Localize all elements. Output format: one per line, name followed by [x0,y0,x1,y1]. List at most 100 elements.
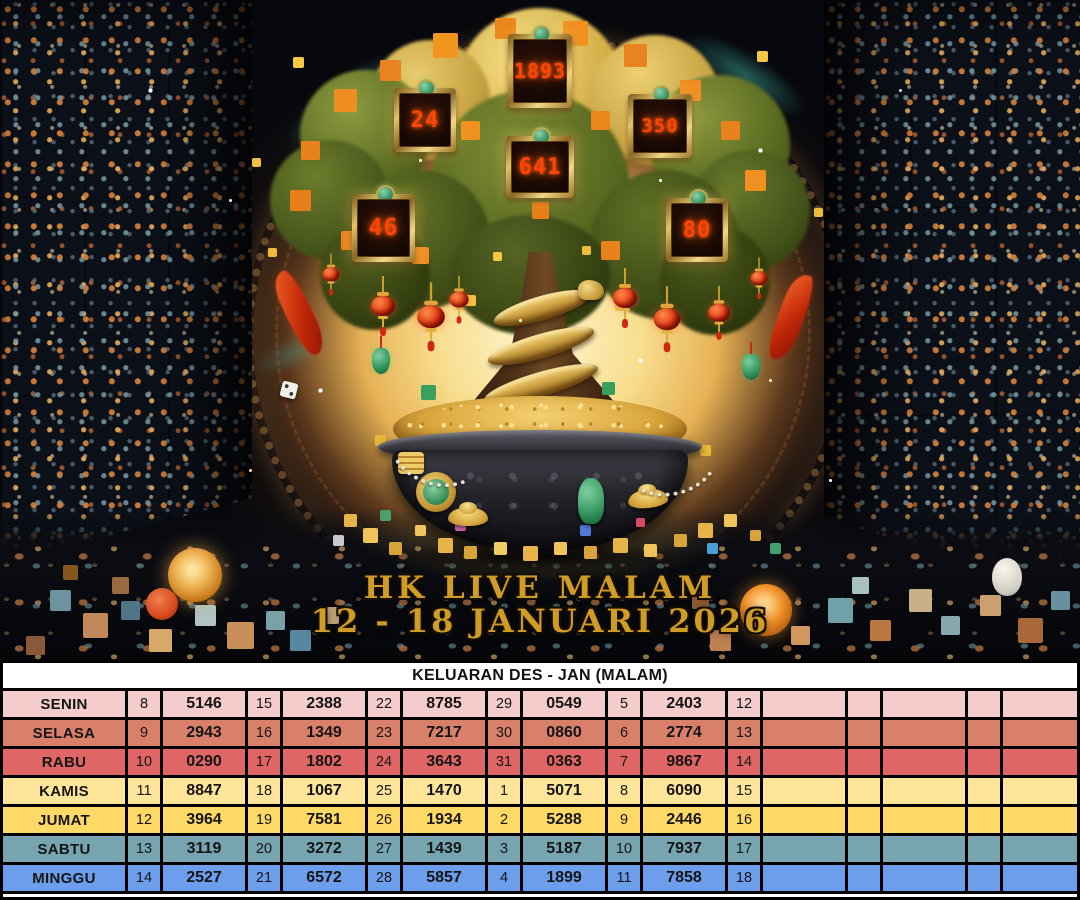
date-cell: 13 [728,720,760,746]
digital-number: 80 [682,217,712,243]
date-cell: 16 [248,720,280,746]
result-cell [1003,778,1077,804]
date-cell: 8 [128,691,160,717]
result-cell: 0549 [523,691,605,717]
coin-wall-right [824,0,1080,599]
date-cell: 12 [728,691,760,717]
result-cell: 5146 [163,691,245,717]
table-row: SABTU 13 3119 20 3272 27 1439 3 5187 10 7937 17 [3,836,1077,862]
date-cell [848,691,880,717]
orange-orb [740,584,792,636]
date-cell: 23 [368,720,400,746]
date-cell [968,720,1000,746]
result-cell: 0363 [523,749,605,775]
date-cell: 17 [728,836,760,862]
number-plaque: 350 [628,85,692,158]
red-lantern [416,282,446,352]
results-table-body: SENIN 8 5146 15 2388 22 8785 29 0549 5 2403 12 SELAS… [3,691,1077,891]
date-cell: 1 [488,778,520,804]
result-cell [883,749,965,775]
results-table: KELUARAN DES - JAN (MALAM) SENIN 8 5146 15 2… [0,660,1080,900]
table-row: SELASA 9 2943 16 1349 23 7217 30 0860 6 2774 13 [3,720,1077,746]
amber-orb [168,548,222,602]
date-cell: 9 [128,720,160,746]
result-cell: 5288 [523,807,605,833]
sparkles [0,0,1,1]
result-cell [763,691,845,717]
golden-dragon-head [578,280,604,300]
result-cell: 2774 [643,720,725,746]
red-lantern [653,286,682,353]
result-cell: 0860 [523,720,605,746]
date-cell: 17 [248,749,280,775]
digital-number: 1893 [513,59,567,83]
table-bottom-strip [3,894,1077,897]
jade-figurine [578,478,604,524]
scene-subtitle: 12 - 18 JANUARI 2026 [310,602,770,640]
digital-number: 24 [410,107,440,133]
result-cell: 5187 [523,836,605,862]
result-cell [763,836,845,862]
result-cell: 8785 [403,691,485,717]
digital-number: 46 [368,215,399,241]
red-lantern [750,257,768,300]
date-cell [848,720,880,746]
result-cell [763,865,845,891]
result-cell: 8847 [163,778,245,804]
date-cell: 20 [248,836,280,862]
result-cell: 7858 [643,865,725,891]
red-lantern [449,275,470,324]
day-cell: SELASA [3,720,125,746]
result-cell: 7581 [283,807,365,833]
result-cell [883,720,965,746]
result-cell: 5857 [403,865,485,891]
table-row: KAMIS 11 8847 18 1067 25 1470 1 5071 8 6090 15 [3,778,1077,804]
result-cell: 7937 [643,836,725,862]
result-cell: 3272 [283,836,365,862]
scene-title-block: HK LIVE MALAM 12 - 18 JANUARI 2026 [0,572,1080,638]
table-row: JUMAT 12 3964 19 7581 26 1934 2 5288 9 2446 16 [3,807,1077,833]
date-cell: 12 [128,807,160,833]
date-cell: 3 [488,836,520,862]
date-cell: 28 [368,865,400,891]
number-plaque: 24 [394,79,456,152]
table-row: SENIN 8 5146 15 2388 22 8785 29 0549 5 2403 12 [3,691,1077,717]
date-cell [848,865,880,891]
jade-medallion [416,472,456,512]
result-cell: 2446 [643,807,725,833]
day-cell: MINGGU [3,865,125,891]
date-cell [968,778,1000,804]
result-cell [1003,807,1077,833]
digital-number: 350 [641,115,679,137]
date-cell: 30 [488,720,520,746]
date-cell: 15 [728,778,760,804]
money-tree-illustration: 1893 24 350 641 46 80 [0,0,1080,660]
table-header: KELUARAN DES - JAN (MALAM) [3,663,1077,688]
result-cell [1003,720,1077,746]
date-cell: 4 [488,865,520,891]
red-orb [146,588,178,620]
date-cell [848,749,880,775]
result-cell: 1439 [403,836,485,862]
result-cell [883,691,965,717]
result-cell: 1802 [283,749,365,775]
date-cell: 18 [728,865,760,891]
result-cell: 7217 [403,720,485,746]
result-cell: 1470 [403,778,485,804]
date-cell [848,778,880,804]
result-cell: 3643 [403,749,485,775]
result-cell [763,749,845,775]
white-stone [992,558,1022,596]
date-cell [968,749,1000,775]
result-cell [883,865,965,891]
digital-number: 641 [518,154,562,180]
day-cell: SENIN [3,691,125,717]
red-lantern [612,268,638,328]
result-cell: 0290 [163,749,245,775]
result-cell: 6572 [283,865,365,891]
date-cell: 11 [128,778,160,804]
result-cell: 2388 [283,691,365,717]
date-cell: 29 [488,691,520,717]
table-row: RABU 10 0290 17 1802 24 3643 31 0363 7 9867 14 [3,749,1077,775]
